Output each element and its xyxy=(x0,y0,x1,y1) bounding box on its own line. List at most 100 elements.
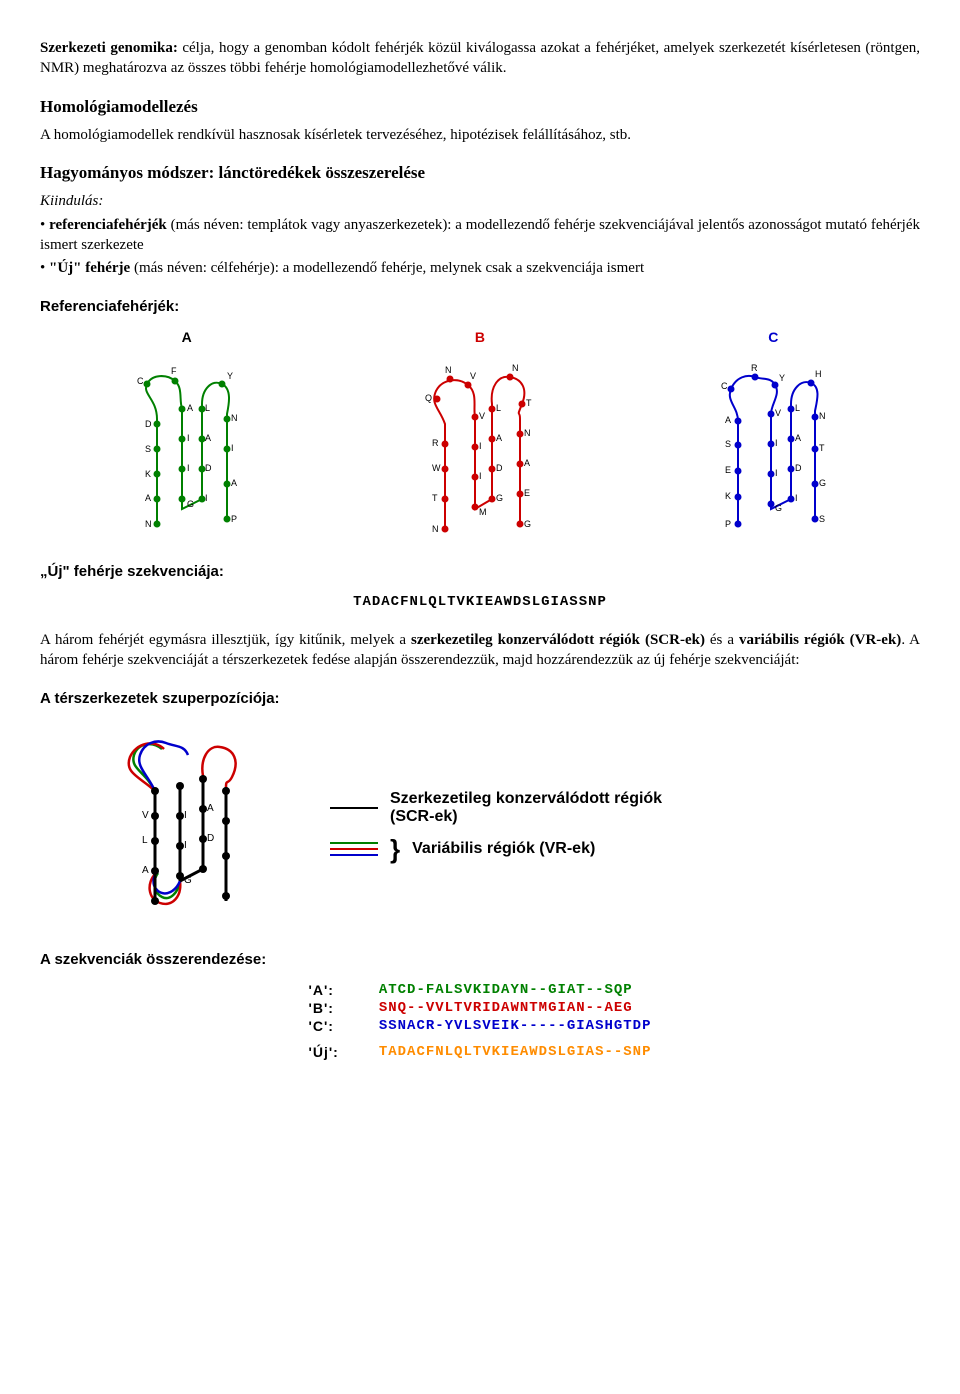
svg-text:I: I xyxy=(187,463,190,473)
svg-text:P: P xyxy=(231,514,237,524)
align-label-B: 'B': xyxy=(309,1000,339,1016)
svg-text:S: S xyxy=(819,514,825,524)
svg-text:P: P xyxy=(725,519,731,529)
svg-text:L: L xyxy=(142,835,148,846)
svg-text:A: A xyxy=(145,493,151,503)
bullet-2-lead: "Új" fehérje xyxy=(49,260,130,276)
uj-seq: TADACFNLQLTVKIEAWDSLGIASSNP xyxy=(40,594,920,610)
svg-text:C: C xyxy=(137,376,144,386)
legend-black-line xyxy=(330,807,378,809)
bullet-2: "Új" fehérje (más néven: célfehérje): a … xyxy=(40,258,920,278)
heading-method: Hagyományos módszer: lánctöredékek össze… xyxy=(40,163,920,183)
legend-scr-text: Szerkezetileg konzerválódott régiók (SCR… xyxy=(390,790,690,826)
svg-text:A: A xyxy=(524,458,530,468)
intro-lead: Szerkezeti genomika: xyxy=(40,40,178,56)
svg-text:A: A xyxy=(795,433,801,443)
svg-text:I: I xyxy=(184,810,187,821)
intro-paragraph: Szerkezeti genomika: célja, hogy a genom… xyxy=(40,38,920,79)
svg-text:A: A xyxy=(187,403,193,413)
svg-text:K: K xyxy=(145,469,151,479)
align-label-A: 'A': xyxy=(309,982,339,998)
svg-text:W: W xyxy=(432,463,441,473)
svg-text:E: E xyxy=(725,465,731,475)
svg-text:D: D xyxy=(795,463,802,473)
align-seq-Uj: TADACFNLQLTVKIEAWDSLGIAS--SNP xyxy=(379,1036,652,1060)
svg-text:C: C xyxy=(721,381,728,391)
svg-text:G: G xyxy=(775,503,782,513)
figure-alignment: A szekvenciák összerendezése: 'A': ATCD-… xyxy=(40,951,920,1060)
ref-letter-B: B xyxy=(390,329,570,345)
bullet-1-lead: referenciafehérjék xyxy=(49,217,167,233)
align-seq-C: SSNACR-YVLSVEIK-----GIASHGTDP xyxy=(379,1018,652,1034)
p3-c: és a xyxy=(705,632,739,648)
kiindulas-label: Kiindulás: xyxy=(40,191,920,211)
svg-text:D: D xyxy=(145,419,152,429)
svg-text:G: G xyxy=(184,875,192,886)
legend-scr: Szerkezetileg konzerválódott régiók (SCR… xyxy=(330,790,690,826)
svg-text:N: N xyxy=(145,519,152,529)
svg-text:V: V xyxy=(479,411,485,421)
ref-C: C PKESA CRY VIIG IDAL HNTGS xyxy=(683,329,863,543)
svg-text:N: N xyxy=(512,363,519,373)
heading-homologia: Homológiamodellezés xyxy=(40,97,920,117)
svg-text:F: F xyxy=(171,366,177,376)
figure-superposition: A térszerkezetek szuperpozíciója: xyxy=(40,690,920,931)
svg-text:T: T xyxy=(819,443,825,453)
alignment-table: 'A': ATCD-FALSVKIDAYN--GIAT--SQP 'B': SN… xyxy=(40,982,920,1060)
svg-text:Y: Y xyxy=(227,371,233,381)
svg-text:G: G xyxy=(524,519,531,529)
svg-text:G: G xyxy=(819,478,826,488)
svg-text:A: A xyxy=(205,433,211,443)
bullet-1: referenciafehérjék (más néven: templátok… xyxy=(40,215,920,256)
superpos-wrap: ALV IIG DA Szerkezetileg konzerválódott … xyxy=(90,721,920,931)
svg-text:L: L xyxy=(795,403,800,413)
svg-text:V: V xyxy=(142,810,149,821)
figure3-title: A szekvenciák összerendezése: xyxy=(40,951,920,968)
svg-text:V: V xyxy=(775,408,781,418)
svg-text:T: T xyxy=(526,398,532,408)
svg-text:G: G xyxy=(187,499,194,509)
svg-text:D: D xyxy=(205,463,212,473)
legend-vr: } Variábilis régiók (VR-ek) xyxy=(330,836,690,862)
svg-text:G: G xyxy=(496,493,503,503)
bullet-list: referenciafehérjék (más néven: templátok… xyxy=(40,215,920,278)
svg-text:H: H xyxy=(815,369,822,379)
legend-vr-text: Variábilis régiók (VR-ek) xyxy=(412,840,595,858)
bullet-1-rest: (más néven: templátok vagy anyaszerkezet… xyxy=(40,217,920,253)
svg-text:I: I xyxy=(795,493,798,503)
svg-text:I: I xyxy=(479,441,482,451)
superposition-svg: ALV IIG DA xyxy=(90,721,290,931)
ref-letter-A: A xyxy=(97,329,277,345)
svg-text:N: N xyxy=(819,411,826,421)
svg-text:V: V xyxy=(470,371,476,381)
svg-text:I: I xyxy=(479,471,482,481)
svg-text:I: I xyxy=(184,840,187,851)
svg-text:E: E xyxy=(524,488,530,498)
svg-text:A: A xyxy=(725,415,731,425)
reference-row: A N A K S D C F A I I G I D A L Y N I A P xyxy=(40,329,920,543)
svg-text:N: N xyxy=(231,413,238,423)
svg-text:M: M xyxy=(479,507,487,517)
svg-text:A: A xyxy=(231,478,237,488)
svg-text:D: D xyxy=(496,463,503,473)
legend: Szerkezetileg konzerválódott régiók (SCR… xyxy=(330,780,690,872)
svg-text:S: S xyxy=(725,439,731,449)
svg-text:I: I xyxy=(775,468,778,478)
ref-B: B NTWRQ NV VIIM GDAL NTNAEG xyxy=(390,329,570,543)
align-label-C: 'C': xyxy=(309,1018,339,1034)
svg-text:I: I xyxy=(187,433,190,443)
svg-text:Q: Q xyxy=(425,393,432,403)
protein-A-svg: NAKSD CF AIIG IDAL YNIAP xyxy=(97,349,277,539)
para-3: A három fehérjét egymásra illesztjük, íg… xyxy=(40,630,920,671)
brace-icon: } xyxy=(390,836,400,862)
bullet-2-rest: (más néven: célfehérje): a modellezendő … xyxy=(130,260,644,276)
figure1-title: Referenciafehérjék: xyxy=(40,298,920,315)
svg-text:I: I xyxy=(231,443,234,453)
svg-text:A: A xyxy=(142,865,149,876)
svg-text:I: I xyxy=(205,493,208,503)
align-label-Uj: 'Új': xyxy=(309,1036,339,1060)
svg-text:N: N xyxy=(432,524,439,534)
svg-text:Y: Y xyxy=(779,373,785,383)
ref-letter-C: C xyxy=(683,329,863,345)
protein-B-svg: NTWRQ NV VIIM GDAL NTNAEG xyxy=(390,349,570,539)
